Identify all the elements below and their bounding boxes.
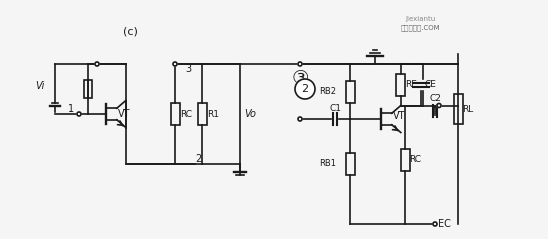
Bar [197, 103, 207, 125]
Bar [84, 80, 92, 98]
Text: RE: RE [405, 80, 416, 89]
Text: C1: C1 [329, 104, 341, 113]
Text: RB1: RB1 [319, 159, 336, 168]
Bar [345, 153, 355, 175]
Text: VT: VT [118, 109, 130, 119]
Bar [401, 149, 409, 171]
Bar [396, 74, 406, 96]
Text: VT: VT [393, 111, 406, 121]
Text: 2: 2 [195, 154, 201, 164]
Circle shape [95, 62, 99, 66]
Text: Vo: Vo [244, 109, 256, 119]
Text: Vi: Vi [36, 81, 45, 91]
Text: RC: RC [409, 155, 421, 164]
Text: 1: 1 [67, 104, 73, 114]
Text: R1: R1 [207, 109, 219, 119]
Text: CE: CE [425, 80, 437, 89]
Text: RC: RC [180, 109, 192, 119]
Bar [345, 81, 355, 103]
Text: 3: 3 [185, 64, 192, 74]
Text: RB2: RB2 [319, 87, 336, 96]
Text: jiexiantu: jiexiantu [405, 16, 435, 22]
Circle shape [295, 79, 315, 99]
Text: C2: C2 [429, 93, 441, 103]
Bar [454, 94, 463, 124]
Circle shape [437, 103, 441, 108]
Text: RL: RL [462, 104, 473, 114]
Circle shape [173, 62, 177, 66]
Text: 2: 2 [301, 84, 309, 94]
Text: EC: EC [438, 219, 451, 229]
Bar [170, 103, 180, 125]
Circle shape [77, 112, 81, 116]
Circle shape [433, 222, 437, 226]
Text: ③: ③ [291, 69, 309, 88]
Text: 电工接线图.COM: 电工接线图.COM [400, 24, 440, 31]
Circle shape [298, 62, 302, 66]
Text: (c): (c) [123, 26, 138, 36]
Circle shape [298, 117, 302, 121]
